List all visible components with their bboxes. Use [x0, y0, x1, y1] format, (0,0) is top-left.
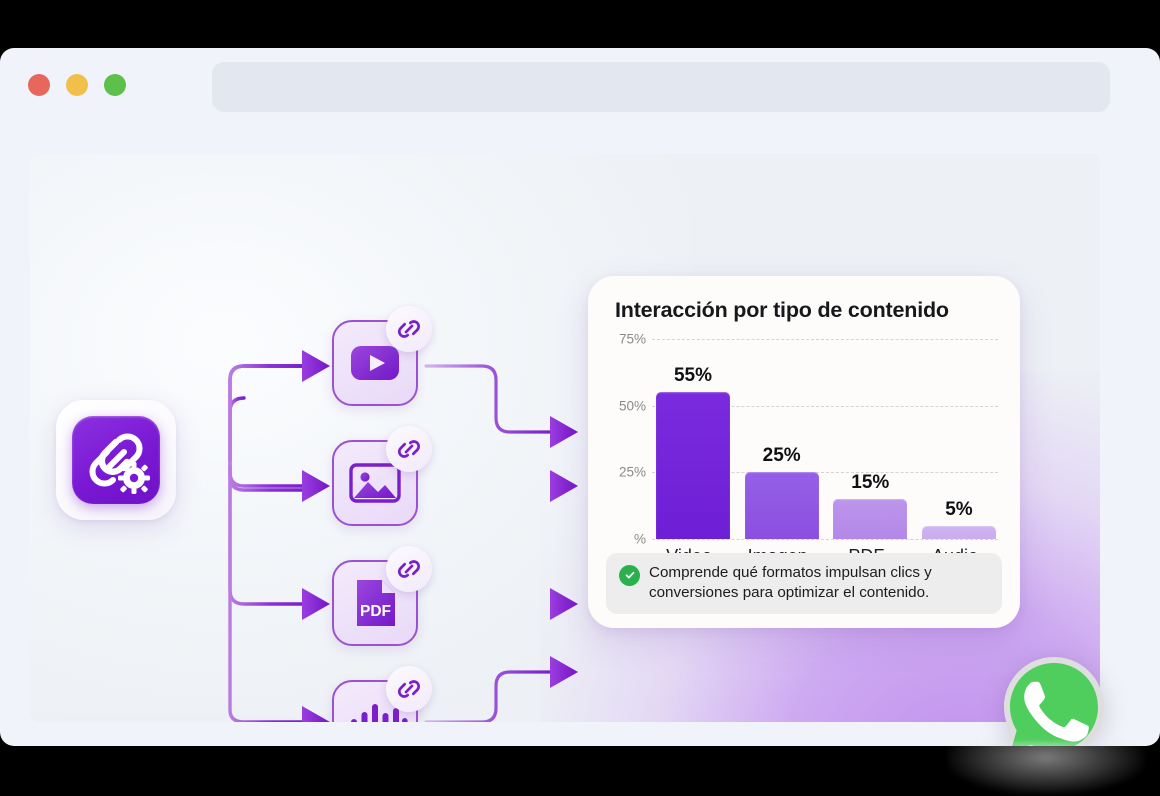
gridline-0: [652, 539, 998, 540]
content-node-audio[interactable]: [332, 666, 432, 722]
content-node-video[interactable]: [332, 306, 432, 406]
image-photo-icon: [332, 440, 418, 526]
arrow-to-video: [302, 350, 330, 382]
chart-title: Interacción por tipo de contenido: [615, 298, 949, 322]
chart-card: Interacción por tipo de contenido 75% 50…: [588, 276, 1020, 628]
bar-imagen: [744, 472, 819, 539]
pdf-document-icon: PDF: [332, 560, 418, 646]
flow-connectors: [176, 350, 578, 722]
bar-video: [656, 392, 730, 539]
browser-title-bar: [0, 48, 1160, 136]
link-icon: [386, 546, 432, 592]
check-circle-icon: [619, 564, 640, 586]
arrow-video-to-chart: [550, 416, 578, 448]
link-icon: [386, 666, 432, 712]
arrow-image-to-chart: [550, 470, 578, 502]
browser-window: PDF: [0, 48, 1160, 746]
arrow-pdf-to-chart: [550, 588, 578, 620]
y-tick-25: 25%: [618, 464, 646, 480]
y-tick-50: 50%: [618, 398, 646, 414]
y-axis-unit-label: %: [633, 531, 646, 547]
bar-column-video[interactable]: 55%: [656, 339, 730, 539]
chart-plot-area: 75% 50% 25% % 55% 25%: [608, 332, 1000, 547]
pdf-label: PDF: [360, 603, 391, 620]
bar-column-imagen[interactable]: 25%: [744, 339, 819, 539]
arrow-to-audio: [302, 706, 330, 722]
bar-audio: [921, 525, 996, 539]
chart-caption: Comprende qué formatos impulsan clics y …: [606, 552, 1002, 614]
traffic-light-group: [28, 74, 126, 96]
content-node-image[interactable]: [332, 426, 432, 526]
bar-value-imagen: 25%: [762, 445, 801, 467]
arrow-to-image: [302, 470, 330, 502]
minimize-button[interactable]: [66, 74, 88, 96]
gridline-75: [652, 339, 998, 340]
close-button[interactable]: [28, 74, 50, 96]
bar-pdf: [833, 499, 908, 539]
content-node-pdf[interactable]: PDF: [332, 546, 432, 646]
bar-value-video: 55%: [673, 365, 713, 387]
gridline-50: [652, 405, 998, 407]
video-play-icon: [332, 320, 418, 406]
gridline-25: [652, 472, 998, 474]
bar-column-pdf[interactable]: 15%: [833, 339, 908, 539]
whatsapp-icon[interactable]: [998, 651, 1110, 746]
y-tick-75: 75%: [618, 331, 646, 347]
address-bar-input[interactable]: [212, 62, 1110, 112]
link-icon: [386, 426, 432, 472]
link-gear-icon: [72, 416, 160, 504]
link-icon: [386, 306, 432, 352]
arrow-to-pdf: [302, 588, 330, 620]
chart-bars: 55% 25% 15% 5%: [656, 339, 996, 539]
diagram-canvas: PDF: [30, 154, 1100, 722]
bottom-artifact: [948, 742, 1144, 794]
audio-waveform-icon: [332, 680, 418, 722]
bar-column-audio[interactable]: 5%: [921, 339, 996, 539]
bar-value-pdf: 15%: [851, 472, 890, 493]
maximize-button[interactable]: [104, 74, 126, 96]
arrow-audio-to-chart: [550, 656, 578, 688]
caption-text: Comprende qué formatos impulsan clics y …: [649, 563, 932, 601]
bar-value-audio: 5%: [945, 498, 973, 520]
source-node[interactable]: [56, 400, 176, 520]
